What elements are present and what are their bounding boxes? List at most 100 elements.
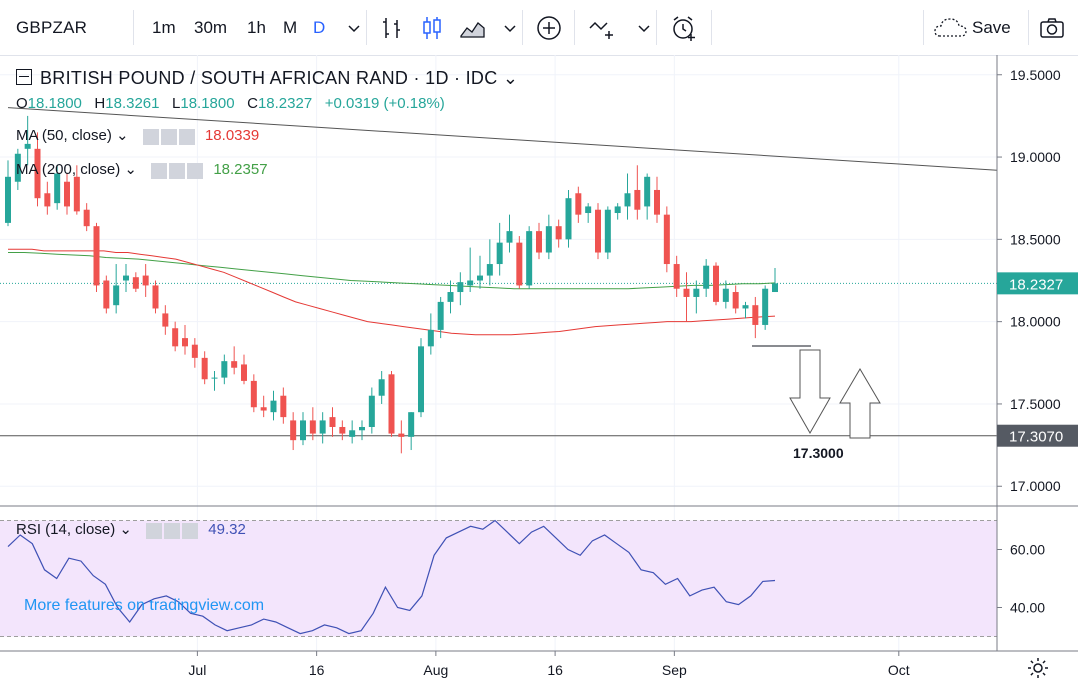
interval-1m[interactable]: 1m	[152, 18, 176, 37]
indicator-controls[interactable]	[142, 128, 197, 145]
price-tick-label: 19.0000	[1010, 149, 1061, 165]
candle-body	[162, 313, 169, 327]
candle-body	[467, 280, 474, 286]
interval-month[interactable]: M	[283, 18, 298, 37]
camera-icon[interactable]	[1038, 14, 1066, 42]
toolbar-divider	[574, 10, 575, 45]
change-value: +0.0319 (+0.18%)	[324, 95, 445, 112]
collapse-icon[interactable]	[16, 69, 32, 85]
candle-body	[24, 143, 31, 149]
ma200-value: 18.2357	[213, 161, 268, 178]
candle-body	[496, 242, 503, 265]
candles-icon[interactable]	[418, 14, 446, 42]
candle-body	[634, 189, 641, 210]
candle-body	[83, 209, 90, 227]
candle-body	[113, 285, 120, 306]
candle-body	[644, 176, 651, 207]
candle-body	[437, 301, 444, 330]
chevron-down-icon[interactable]: ⌄	[502, 68, 519, 88]
candle-body	[103, 280, 110, 309]
toolbar-divider	[366, 10, 367, 45]
ma50-line	[8, 248, 776, 336]
rsi-legend[interactable]: RSI (14, close) ⌄ 49.32	[16, 520, 246, 539]
symbol-search[interactable]: GBPZAR	[16, 18, 88, 37]
candle-body	[398, 433, 405, 437]
candle-body	[703, 265, 710, 289]
save-button[interactable]: Save	[972, 18, 1011, 37]
candle-body	[516, 242, 523, 286]
candle-body	[772, 283, 778, 293]
candle-body	[555, 226, 562, 240]
chevron-down-icon[interactable]	[496, 14, 524, 42]
chevron-down-icon[interactable]: ⌄	[116, 127, 129, 144]
candle-body	[201, 357, 208, 380]
candle-body	[447, 292, 454, 302]
rsi-label: RSI (14, close)	[16, 521, 116, 538]
trendline	[7, 107, 998, 171]
time-axis: Jul 16 Aug 16 Sep Oct	[188, 651, 910, 678]
candle-body	[742, 305, 749, 309]
rsi-band	[0, 520, 997, 637]
candle-body	[270, 400, 277, 413]
candle-body	[614, 206, 621, 214]
ma200-legend[interactable]: MA (200, close) ⌄ 18.2357	[16, 160, 268, 179]
time-tick-label: Oct	[888, 662, 910, 678]
price-tick-label: 18.0000	[1010, 314, 1061, 330]
interval-day[interactable]: D	[313, 18, 326, 37]
price-tick-label: 17.0000	[1010, 478, 1061, 494]
toolbar-divider	[656, 10, 657, 45]
eye-icon	[142, 128, 159, 145]
compare-icon[interactable]	[588, 14, 616, 42]
candle-body	[44, 193, 51, 207]
alarm-clock-icon[interactable]	[670, 14, 698, 42]
down-arrow	[789, 349, 831, 435]
price-tick-label: 17.5000	[1010, 396, 1061, 412]
rsi-tick-label: 40.00	[1010, 600, 1045, 616]
interval-30m[interactable]: 30m	[194, 18, 228, 37]
price-axis: 19.5000 19.0000 18.5000 18.0000 17.5000 17.00…	[997, 67, 1061, 494]
gear-icon[interactable]	[1026, 656, 1050, 680]
indicator-controls[interactable]	[151, 162, 205, 179]
chart-title[interactable]: BRITISH POUND / SOUTH AFRICAN RAND · 1D …	[16, 68, 518, 89]
candle-body	[595, 209, 601, 253]
candle-body	[427, 329, 434, 347]
bar-chart-icon[interactable]	[378, 14, 406, 42]
add-indicator-icon[interactable]	[535, 14, 563, 42]
chevron-down-icon[interactable]	[340, 14, 368, 42]
interval-1h[interactable]: 1h	[247, 18, 266, 37]
chart-canvas[interactable]: 17.3000 19.5000 19.0000 18.5000 18.0000 17.5…	[0, 55, 1078, 688]
ohlc-readout: O18.1800 H18.3261 L18.1800 C18.2327 +0.0…	[16, 95, 445, 112]
candle-body	[654, 189, 660, 215]
candle-body	[732, 292, 739, 309]
eye-icon	[146, 522, 163, 539]
area-chart-icon[interactable]	[458, 14, 486, 42]
toolbar-divider	[711, 10, 712, 45]
candle-body	[368, 395, 375, 427]
toolbar-divider	[522, 10, 523, 45]
price-tick-label: 19.5000	[1010, 67, 1061, 83]
ma50-legend[interactable]: MA (50, close) ⌄ 18.0339	[16, 126, 259, 145]
candle-body	[300, 420, 306, 441]
candle-body	[123, 275, 129, 281]
time-tick-label: Sep	[662, 662, 687, 678]
chevron-down-icon[interactable]: ⌄	[124, 161, 137, 178]
chevron-down-icon[interactable]	[630, 14, 658, 42]
candle-body	[211, 377, 218, 379]
candle-body	[545, 226, 552, 253]
candle-body	[54, 173, 61, 204]
watermark-link[interactable]: More features on tradingview.com	[24, 597, 265, 614]
time-tick-label: 16	[547, 662, 563, 678]
candle-body	[752, 305, 759, 325]
candle-body	[250, 380, 257, 408]
candle-body	[221, 361, 228, 378]
cloud-icon[interactable]	[933, 14, 969, 42]
indicator-controls[interactable]	[146, 522, 200, 539]
close-value: 18.2327	[257, 95, 313, 112]
chevron-down-icon[interactable]: ⌄	[119, 521, 132, 538]
candle-body	[486, 264, 493, 276]
close-icon	[187, 162, 204, 179]
ma50-label: MA (50, close)	[16, 127, 112, 144]
candle-body	[457, 282, 464, 293]
candle-body	[624, 193, 631, 207]
gear-icon	[164, 522, 181, 539]
